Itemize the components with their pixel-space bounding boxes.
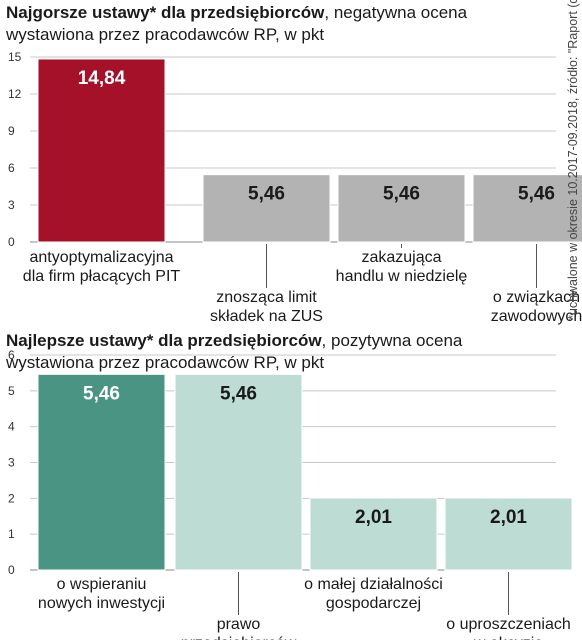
data-label: 5,46 [248, 184, 285, 205]
category-label: przedsiębiorców [181, 635, 297, 640]
source-footnote: *uchwalone w okresie 10.2017-09.2018, źr… [566, 0, 580, 320]
category-label: zakazująca [361, 249, 441, 266]
y-tick-label: 1 [8, 527, 15, 541]
y-tick-label: 6 [8, 161, 15, 175]
category-label: o uproszczeniach [446, 616, 571, 633]
worst-laws-chart: 0 3 6 9 12 15 14,84 antyoptymalizacyjna dla firm… [8, 50, 582, 325]
title-rest: , pozytywna ocena [321, 331, 463, 350]
y-tick-label: 9 [8, 124, 15, 138]
best-laws-chart: 0 1 2 3 4 5 6 5,46 o wspieraniu nowych inwestycji… [8, 348, 573, 640]
bar [202, 174, 331, 243]
category-label: w akcyzie [473, 635, 543, 640]
y-tick-label: 4 [8, 420, 15, 434]
y-tick-label: 0 [8, 235, 15, 249]
category-label: gospodarczej [326, 595, 421, 612]
data-label: 5,46 [383, 184, 420, 205]
chart-title-worst: Najgorsze ustawy* dla przedsiębiorców, n… [6, 2, 467, 46]
data-label: 5,46 [518, 184, 555, 205]
y-tick-label: 3 [8, 456, 15, 470]
y-tick-label: 3 [8, 198, 15, 212]
data-label: 2,01 [490, 507, 527, 528]
title-bold: Najlepsze ustawy* dla przedsiębiorców [6, 331, 322, 350]
bar [37, 373, 166, 571]
title-rest: , negatywna ocena [324, 3, 468, 22]
category-label: dla firm płacących PIT [23, 268, 181, 285]
category-label: o małej działalności [304, 576, 443, 593]
category-label: znosząca limit [216, 289, 317, 306]
data-label: 2,01 [355, 507, 392, 528]
y-tick-label: 12 [8, 87, 22, 101]
chart-title-best: Najlepsze ustawy* dla przedsiębiorców, p… [6, 330, 462, 374]
bar [174, 373, 303, 571]
category-label: zawodowych [491, 308, 582, 325]
category-label: o związkach [493, 289, 580, 306]
bar [309, 497, 438, 571]
bar [337, 174, 466, 243]
category-label: o wspieraniu [57, 576, 147, 593]
category-label: nowych inwestycji [38, 595, 165, 612]
y-tick-label: 5 [8, 384, 15, 398]
bar [472, 174, 582, 243]
data-label: 5,46 [83, 383, 120, 404]
bar [37, 58, 166, 243]
category-label: prawo [217, 616, 261, 633]
bar [444, 497, 573, 571]
category-label: handlu w niedzielę [336, 268, 468, 285]
y-tick-label: 15 [8, 50, 22, 64]
category-label: antyoptymalizacyjna [29, 249, 173, 266]
y-tick-label: 6 [8, 348, 15, 362]
category-label: składek na ZUS [210, 308, 323, 325]
data-label: 14,84 [78, 68, 126, 89]
title-bold: Najgorsze ustawy* dla przedsiębiorców [6, 3, 325, 22]
y-tick-label: 2 [8, 491, 15, 505]
data-label: 5,46 [220, 383, 257, 404]
title-line2: wystawiona przez pracodawców RP, w pkt [6, 25, 325, 44]
title-line2: wystawiona przez pracodawców RP, w pkt [6, 353, 325, 372]
y-tick-label: 0 [8, 563, 15, 577]
